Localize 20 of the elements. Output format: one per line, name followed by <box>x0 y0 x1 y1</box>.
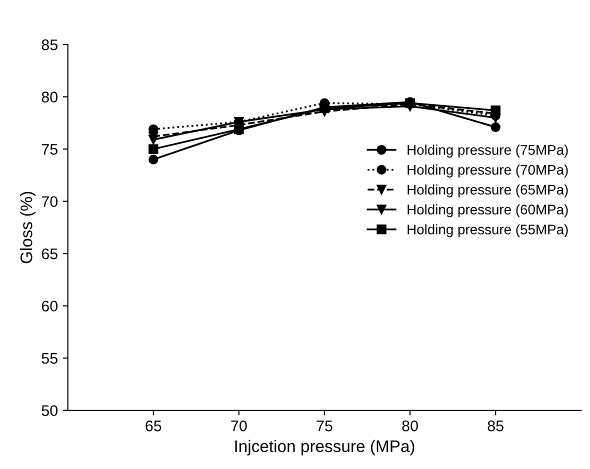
y-axis-title: Gloss (%) <box>20 192 36 264</box>
legend-label: Holding pressure (55MPa) <box>408 224 568 238</box>
y-tick-label: 55 <box>42 353 58 364</box>
y-tick-label: 70 <box>42 196 58 208</box>
legend-label: Holding pressure (65MPa) <box>408 184 568 198</box>
x-tick-label: 75 <box>316 420 332 432</box>
x-tick-label: 70 <box>231 420 247 432</box>
y-tick-label: 85 <box>42 39 58 50</box>
y-tick-label: 65 <box>42 248 58 260</box>
x-tick-label: 80 <box>402 420 418 432</box>
legend-label: Holding pressure (60MPa) <box>408 204 568 218</box>
legend-label: Holding pressure (75MPa) <box>408 144 568 158</box>
y-tick-label: 80 <box>42 92 58 102</box>
y-tick-label: 60 <box>42 300 58 312</box>
x-tick-label: 85 <box>488 420 504 432</box>
y-tick-label: 75 <box>42 144 58 155</box>
legend-label: Holding pressure (70MPa) <box>408 164 568 178</box>
y-tick-label: 50 <box>42 405 58 416</box>
x-tick-label: 65 <box>146 420 162 432</box>
x-axis-title: Injcetion pressure (MPa) <box>235 440 414 456</box>
